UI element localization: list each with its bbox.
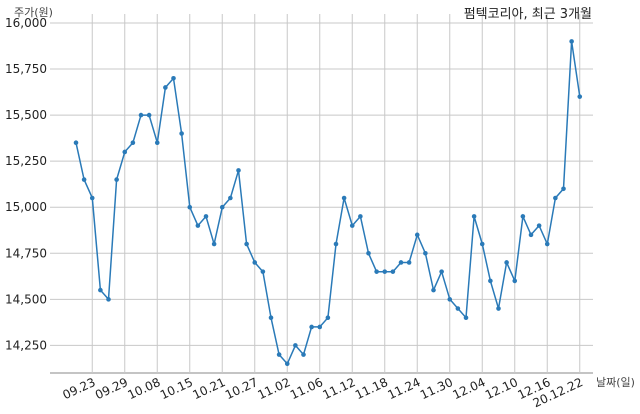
x-tick-label: 10.15 [158,375,195,402]
data-point [398,260,404,265]
data-point [569,39,574,44]
data-point [341,195,347,201]
x-tick-label: 09.23 [60,375,97,402]
x-tick-label: 09.29 [93,375,130,402]
y-tick-label: 16,000 [5,16,47,30]
x-tick-label: 10.21 [190,375,227,402]
data-point [203,214,209,219]
data-point [171,75,176,81]
data-point [325,315,331,321]
y-tick-label: 14,250 [5,338,47,352]
data-point [179,131,184,136]
data-point [544,241,550,247]
data-point [228,195,233,201]
data-point [358,214,363,219]
data-point [374,269,379,274]
data-point [577,94,583,99]
data-point [366,250,371,256]
x-tick-label: 11.18 [353,375,390,402]
x-tick-label: 11.24 [385,375,422,402]
y-tick-label: 15,250 [5,154,47,168]
data-point [447,297,453,302]
data-point [244,241,249,247]
x-tick-label: 11.12 [320,375,357,402]
y-tick-label: 15,750 [5,62,47,76]
x-tick-labels: 09.2309.2910.0810.1510.2110.2711.0211.06… [60,375,585,410]
data-point [98,287,103,293]
data-point [504,260,509,265]
data-point [431,287,436,293]
x-tick-label: 11.02 [255,375,292,402]
x-tick-label: 11.06 [288,375,325,402]
data-point [439,269,444,274]
data-point [122,149,128,155]
data-point [146,112,152,118]
x-tick-label: 10.27 [223,375,260,402]
data-point [536,223,542,228]
data-point [195,223,201,228]
data-point [163,85,168,90]
grid [50,14,593,374]
data-point [463,315,469,321]
data-point [114,177,119,182]
data-point [512,278,518,284]
y-tick-label: 14,750 [5,246,47,260]
data-point [276,352,282,357]
data-point [260,269,266,274]
data-point [382,269,388,274]
x-axis-label: 날짜(일) [596,375,635,389]
data-point [406,260,412,265]
data-point [488,278,493,284]
y-tick-labels: 14,250 14,500 14,750 15,000 15,250 15,500 15,7… [5,16,47,352]
data-point [187,204,193,210]
y-tick-label: 14,500 [5,292,47,306]
data-point [236,168,241,173]
data-point [333,241,339,247]
data-point [553,195,558,201]
chart-title: 펌텍코리아, 최근 3개월 [464,7,592,22]
data-point [268,315,274,321]
data-point [309,324,314,330]
data-point [154,140,160,146]
x-tick-label: 10.08 [125,375,162,402]
data-point [479,241,485,247]
data-point [471,214,477,219]
data-point [520,214,526,219]
data-point [455,306,461,311]
data-point [390,269,396,274]
data-point [81,177,87,182]
data-point [219,204,225,210]
data-point [301,352,306,357]
data-point [138,112,144,118]
data-point [89,195,95,201]
data-point [349,223,355,228]
x-tick-label: 11.30 [418,375,455,402]
x-tick-label: 12.10 [483,375,520,402]
data-point [293,343,298,348]
data-point [73,140,79,146]
data-points [73,39,583,367]
y-tick-label: 15,500 [5,108,47,122]
data-point [252,260,258,265]
data-point [211,241,217,247]
data-point [414,232,420,238]
data-point [317,324,323,330]
data-point [496,306,501,311]
x-tick-label: 12.04 [450,375,487,402]
y-axis-label: 주가(원) [14,6,53,19]
y-tick-label: 15,000 [5,200,47,214]
data-point [284,361,290,367]
data-point [561,186,566,192]
data-point [423,250,428,256]
data-point [106,297,111,302]
data-point [130,140,136,146]
data-point [528,232,534,238]
